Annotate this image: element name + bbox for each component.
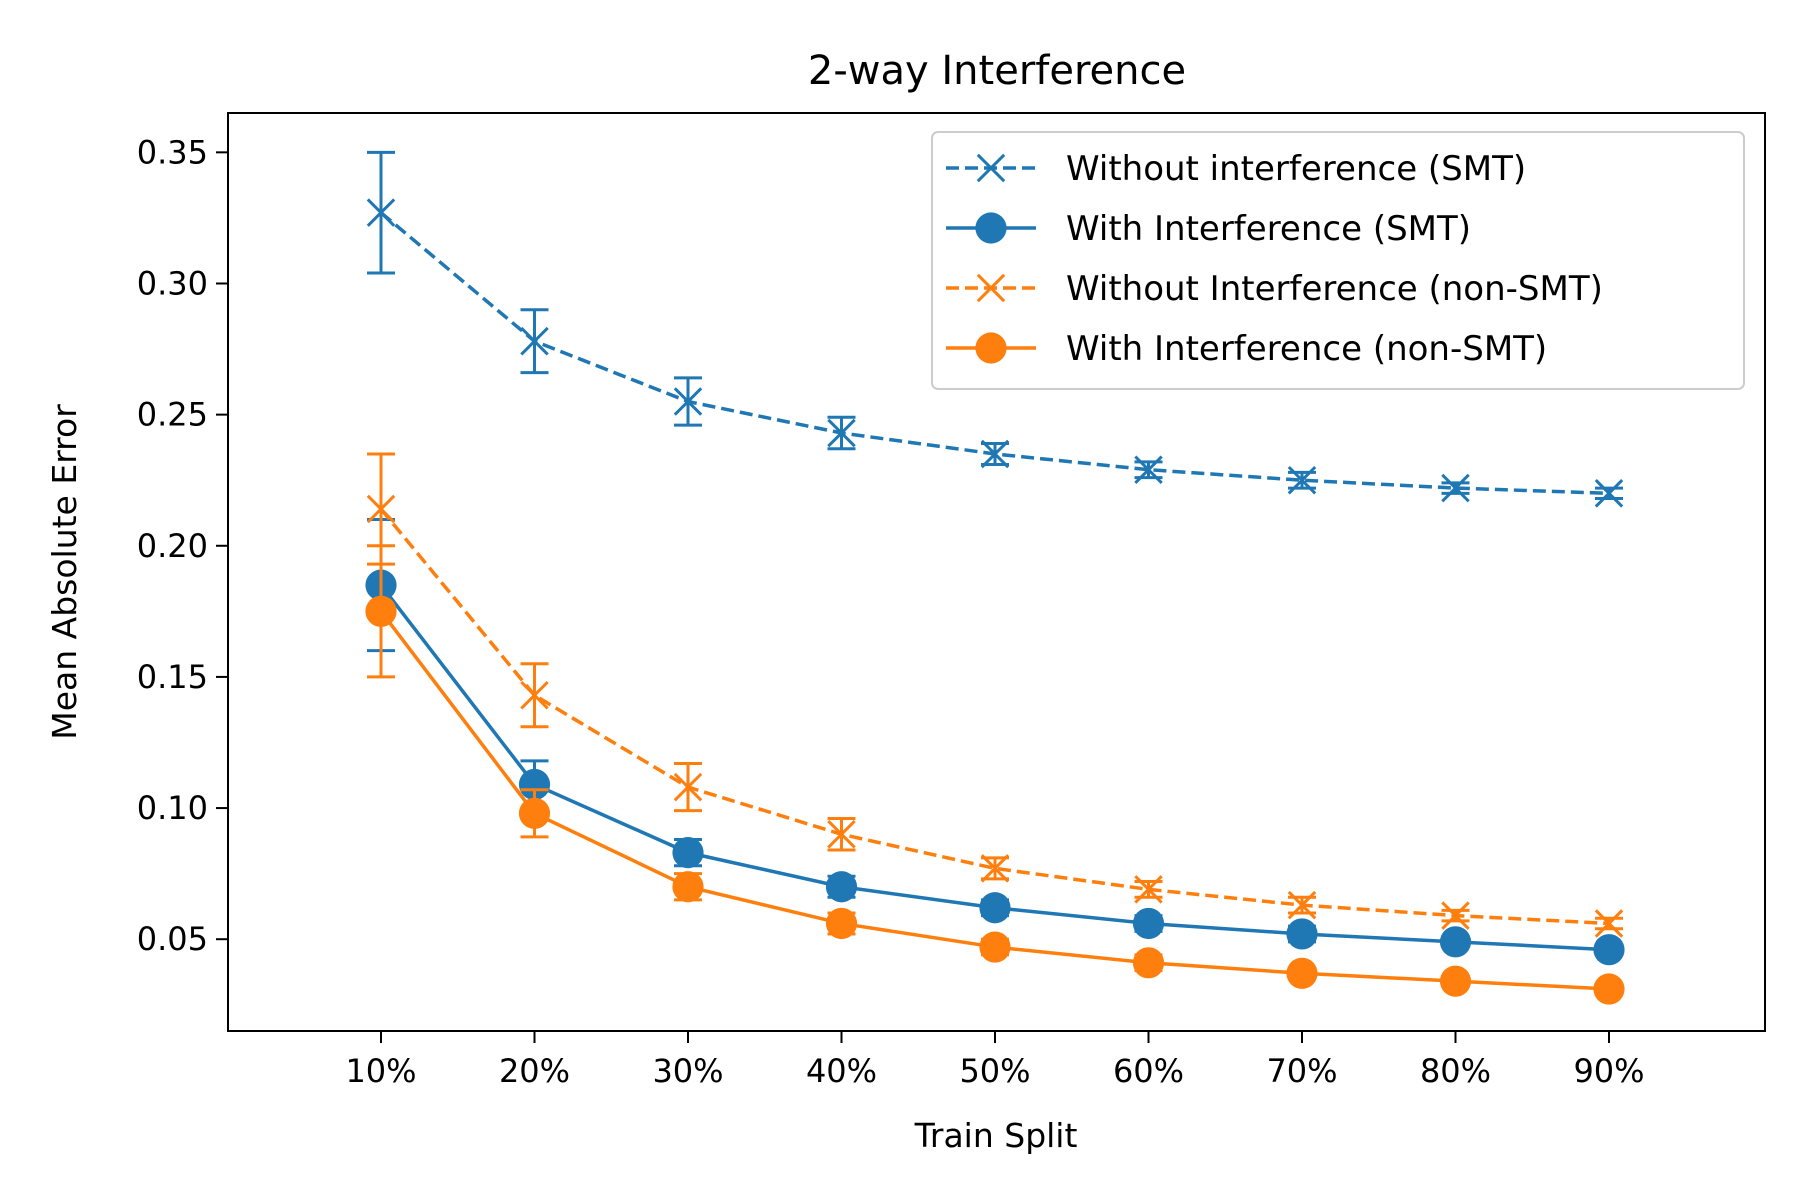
circle-marker xyxy=(672,871,704,903)
y-tick-label: 0.25 xyxy=(137,396,208,434)
circle-marker xyxy=(1132,947,1165,979)
x-marker xyxy=(1441,901,1470,930)
circle-marker xyxy=(1286,918,1318,950)
series-3 xyxy=(366,452,1624,938)
legend-label: With Interference (non-SMT) xyxy=(1066,329,1547,369)
x-tick-label: 20% xyxy=(499,1052,570,1090)
x-tick-label: 80% xyxy=(1420,1052,1491,1090)
circle-marker xyxy=(672,837,704,869)
x-marker xyxy=(1134,875,1163,904)
x-marker xyxy=(1134,455,1163,484)
circle-marker xyxy=(979,931,1011,963)
series-line xyxy=(379,507,1610,926)
y-tick-label: 0.30 xyxy=(137,264,208,302)
x-marker xyxy=(366,198,396,227)
legend-label: Without Interference (non-SMT) xyxy=(1066,269,1603,309)
x-marker xyxy=(1287,465,1317,495)
legend-item: Without Interference (non-SMT) xyxy=(946,269,1603,309)
x-marker xyxy=(1441,473,1470,503)
x-marker xyxy=(366,494,396,524)
x-axis-label: Train Split xyxy=(914,1116,1078,1155)
y-axis-label: Mean Absolute Error xyxy=(45,404,84,740)
x-marker xyxy=(980,854,1010,883)
legend-label: Without interference (SMT) xyxy=(1066,149,1526,189)
x-tick-label: 40% xyxy=(806,1052,877,1090)
x-tick-label: 60% xyxy=(1113,1052,1184,1090)
circle-marker xyxy=(365,595,397,627)
x-marker xyxy=(673,772,703,802)
x-tick-label: 30% xyxy=(652,1052,723,1090)
series-2 xyxy=(365,518,1625,966)
x-marker xyxy=(976,153,1006,183)
circle-marker xyxy=(1439,965,1472,997)
legend-box xyxy=(931,131,1745,390)
x-axis: 10% 20% 30% 40% 50% 60% 70% 80% 90% xyxy=(345,1031,1645,1090)
x-marker xyxy=(827,820,856,849)
y-tick-label: 0.20 xyxy=(137,527,208,565)
series-layer xyxy=(365,150,1625,1005)
x-tick-label: 10% xyxy=(345,1052,416,1090)
y-axis: 0.05 0.10 0.15 0.20 0.25 0.30 0.35 xyxy=(137,133,228,958)
legend-label: With Interference (SMT) xyxy=(1066,209,1471,249)
legend-item: With Interference (SMT) xyxy=(946,209,1471,249)
circle-marker xyxy=(1593,934,1625,966)
x-marker xyxy=(1287,890,1317,920)
circle-marker xyxy=(1286,957,1318,989)
x-marker xyxy=(827,418,856,448)
circle-marker xyxy=(1439,926,1472,958)
chart-title: 2-way Interference xyxy=(808,48,1186,94)
legend: Without interference (SMT) With Interfere… xyxy=(931,131,1745,390)
circle-marker xyxy=(975,332,1007,364)
x-tick-label: 90% xyxy=(1573,1052,1644,1090)
x-marker xyxy=(673,387,703,416)
y-tick-label: 0.05 xyxy=(137,920,208,958)
x-marker xyxy=(980,439,1010,469)
circle-marker xyxy=(825,871,858,903)
circle-marker xyxy=(518,768,551,801)
series-1 xyxy=(366,150,1624,508)
x-marker xyxy=(520,681,549,710)
circle-marker xyxy=(1132,907,1165,940)
x-marker xyxy=(976,273,1006,303)
y-tick-label: 0.10 xyxy=(137,789,208,827)
legend-item: Without interference (SMT) xyxy=(946,149,1526,189)
x-tick-label: 70% xyxy=(1266,1052,1337,1090)
circle-marker xyxy=(825,907,858,940)
circle-marker xyxy=(518,797,551,829)
series-4 xyxy=(365,544,1625,1005)
x-marker xyxy=(1594,479,1624,508)
legend-item: With Interference (non-SMT) xyxy=(946,329,1547,369)
x-tick-label: 50% xyxy=(959,1052,1030,1090)
x-marker xyxy=(520,326,549,356)
circle-marker xyxy=(1593,973,1625,1005)
circle-marker xyxy=(975,212,1007,244)
x-marker xyxy=(1594,909,1624,938)
circle-marker xyxy=(979,892,1011,924)
y-tick-label: 0.15 xyxy=(137,658,208,696)
y-tick-label: 0.35 xyxy=(137,133,208,171)
